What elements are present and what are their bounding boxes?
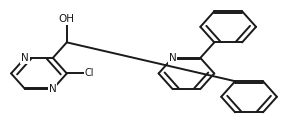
Text: Cl: Cl: [84, 68, 94, 78]
Text: OH: OH: [59, 14, 75, 24]
Text: N: N: [49, 84, 57, 94]
Text: N: N: [21, 53, 29, 63]
Text: N: N: [169, 53, 177, 63]
